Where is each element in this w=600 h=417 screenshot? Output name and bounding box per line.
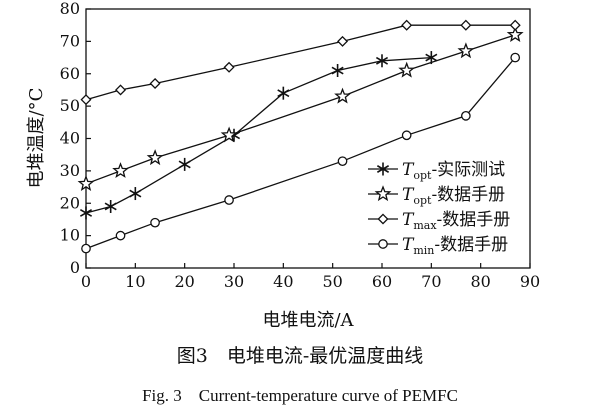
legend-entry: Tmin-数据手册 — [368, 235, 508, 257]
marker-diamond — [460, 19, 472, 31]
x-axis-title: 电堆电流/A — [262, 310, 354, 331]
marker-star — [220, 126, 238, 143]
x-tick-label: 70 — [421, 272, 441, 291]
marker-circle — [378, 239, 388, 249]
y-tick-label: 10 — [60, 226, 80, 245]
marker-star — [334, 87, 351, 104]
plot-series — [77, 19, 524, 254]
marker-circle — [224, 195, 234, 205]
legend-entry: Tmax-数据手册 — [368, 210, 510, 232]
marker-diamond — [401, 19, 413, 31]
marker-circle — [115, 230, 126, 241]
marker-diamond — [80, 94, 92, 106]
y-tick-label: 70 — [60, 31, 80, 50]
figure-caption-chinese: 图3 电堆电流-最优温度曲线 — [176, 345, 424, 367]
marker-diamond — [149, 77, 161, 89]
marker-star — [146, 149, 164, 166]
legend-entry: Topt-数据手册 — [368, 185, 505, 207]
x-tick-label: 50 — [322, 272, 342, 291]
legend-label: Topt-实际测试 — [402, 160, 505, 182]
x-tick-label: 90 — [520, 272, 540, 291]
legend-label: Topt-数据手册 — [402, 185, 505, 207]
marker-diamond — [377, 213, 389, 225]
series-diamond — [80, 19, 521, 106]
legend-entry: Topt-实际测试 — [368, 160, 505, 182]
y-tick-label: 20 — [60, 193, 80, 212]
marker-star — [398, 61, 416, 78]
chart: 0 10 20 30 40 50 60 70 80 90 0 10 20 30 40 50 60 70 80 Top… — [26, 0, 541, 331]
legend-label: Tmin-数据手册 — [402, 235, 508, 257]
legend: Topt-实际测试 Topt-数据手册 Tmax-数据手册 Tmin-数据手册 — [368, 160, 510, 257]
x-tick-label: 0 — [81, 272, 91, 291]
marker-star — [506, 26, 524, 43]
marker-diamond — [337, 35, 349, 47]
marker-circle — [81, 243, 91, 254]
y-tick-label: 0 — [70, 258, 80, 277]
axes: 0 10 20 30 40 50 60 70 80 90 0 10 20 30 40 50 60 70 80 — [60, 0, 541, 291]
marker-asterisk — [104, 199, 117, 213]
marker-asterisk — [79, 206, 93, 220]
marker-star — [112, 162, 129, 178]
y-tick-label: 40 — [60, 129, 80, 148]
x-tick-label: 60 — [372, 272, 392, 291]
marker-asterisk — [375, 54, 389, 68]
x-tick-label: 30 — [224, 272, 244, 291]
y-tick-label: 80 — [60, 0, 80, 18]
marker-star — [374, 185, 392, 202]
x-tick-label: 40 — [273, 272, 293, 291]
marker-diamond — [115, 84, 127, 96]
y-tick-label: 50 — [60, 96, 80, 115]
marker-diamond — [509, 19, 521, 31]
x-tick-label: 10 — [125, 272, 145, 291]
series-line — [85, 57, 516, 250]
marker-asterisk — [277, 86, 290, 100]
marker-circle — [461, 110, 471, 121]
marker-circle — [401, 130, 412, 141]
y-tick-label: 30 — [60, 161, 80, 180]
legend-label: Tmax-数据手册 — [402, 210, 510, 232]
x-tick-label: 80 — [470, 272, 490, 291]
marker-asterisk — [178, 157, 191, 171]
figure-caption-english: Fig. 3 Current-temperature curve of PEMF… — [142, 386, 458, 405]
marker-star — [457, 42, 475, 59]
y-axis-title: 电堆温度/°C — [26, 88, 47, 189]
marker-asterisk — [331, 64, 344, 78]
marker-asterisk — [376, 162, 390, 176]
marker-circle — [337, 156, 348, 167]
series-star — [77, 26, 524, 191]
marker-circle — [150, 217, 160, 228]
marker-asterisk — [129, 187, 142, 201]
marker-star — [77, 175, 95, 191]
series-line — [85, 24, 516, 101]
y-tick-label: 60 — [60, 64, 80, 83]
marker-circle — [510, 52, 521, 63]
marker-diamond — [223, 61, 235, 73]
x-tick-label: 20 — [174, 272, 194, 291]
series-circle — [81, 52, 521, 254]
